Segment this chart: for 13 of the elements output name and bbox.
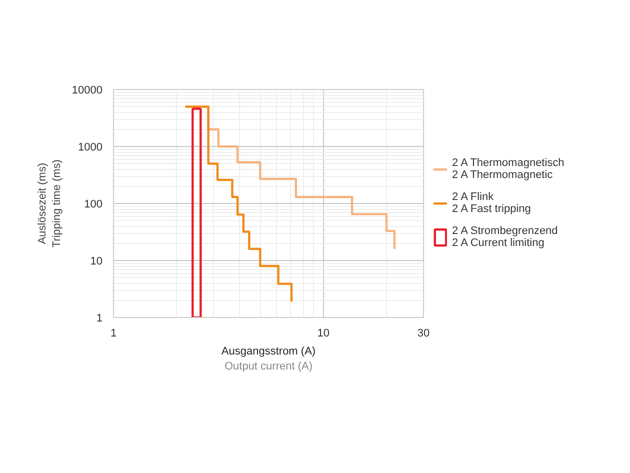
- y-tick-label: 1000: [78, 142, 103, 154]
- x-axis-title: Ausgangsstrom (A) Output current (A): [221, 346, 316, 372]
- y-axis-title: Auslösezeit (ms) Tripping time (ms): [36, 159, 63, 248]
- x-tick-label: 1: [110, 328, 117, 340]
- x-tick-label: 10: [317, 328, 330, 340]
- x-tick-label: 30: [417, 328, 430, 340]
- y-tick-label: 1: [96, 312, 103, 324]
- y-tick-label: 10: [90, 256, 103, 268]
- y-tick-label: 10000: [72, 84, 103, 96]
- legend-label: 2 A Thermomagnetisch 2 A Thermomagnetic: [452, 157, 564, 181]
- legend-label: 2 A Strombegrenzend 2 A Current limiting: [452, 225, 558, 249]
- legend-label: 2 A Flink 2 A Fast tripping: [452, 191, 531, 215]
- y-tick-label: 100: [84, 198, 103, 210]
